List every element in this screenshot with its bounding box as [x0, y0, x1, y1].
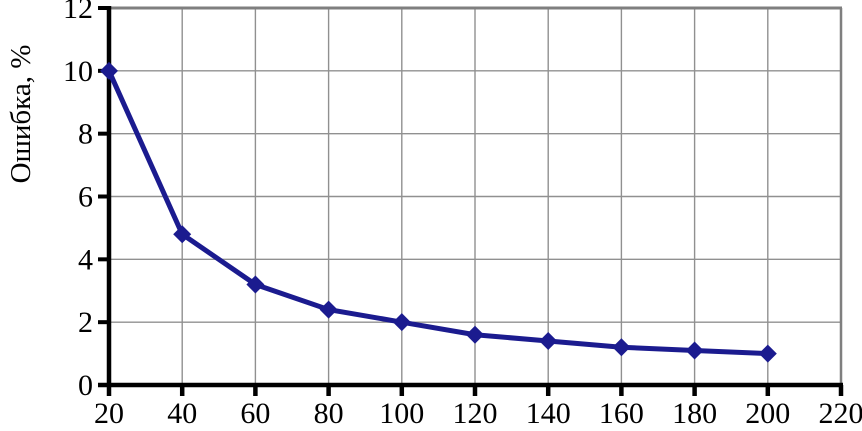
x-tick-label: 20 [94, 397, 124, 430]
data-point-marker [539, 332, 558, 351]
series-layer [100, 61, 777, 363]
y-tick-label: 2 [78, 306, 93, 339]
x-tick-label: 60 [240, 397, 270, 430]
x-tick-label: 120 [453, 397, 498, 430]
data-point-marker [100, 61, 118, 80]
grid-layer [107, 6, 843, 385]
data-point-marker [466, 325, 484, 344]
x-tick-label: 40 [167, 397, 197, 430]
y-tick-label: 0 [78, 369, 93, 402]
x-tick-label: 180 [672, 397, 717, 430]
data-point-marker [758, 344, 777, 363]
data-point-marker [685, 341, 704, 360]
y-tick-label: 4 [78, 243, 93, 276]
x-tick-label: 160 [599, 397, 644, 430]
y-axis-label: Ошибка, % [5, 45, 37, 184]
x-tick-label: 100 [379, 397, 424, 430]
x-tick-label: 220 [819, 397, 862, 430]
y-tick-label: 10 [63, 55, 93, 88]
data-point-marker [173, 225, 192, 244]
data-point-marker [612, 338, 631, 357]
series-line [106, 68, 771, 357]
y-tick-label: 12 [63, 0, 93, 25]
x-tick-label: 80 [314, 397, 344, 430]
data-point-marker [319, 300, 338, 319]
data-point-marker [246, 275, 265, 294]
label-layer: 20 40 60 80 100 120 140 160 180 200 220 0 2 4 6 8 10 12 [63, 0, 862, 430]
data-point-marker [392, 313, 411, 332]
x-tick-label: 140 [526, 397, 571, 430]
y-tick-label: 6 [78, 181, 93, 214]
y-tick-label: 8 [78, 118, 93, 151]
x-tick-label: 200 [745, 397, 790, 430]
